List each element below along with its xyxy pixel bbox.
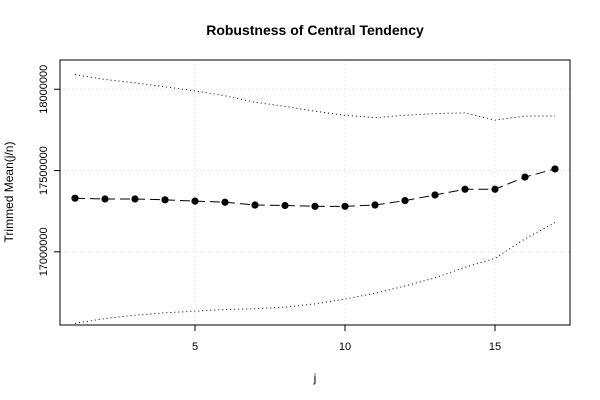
data-point-mean [71, 194, 79, 202]
data-point-mean [221, 198, 229, 206]
chart-title: Robustness of Central Tendency [206, 22, 424, 38]
x-axis: 5 10 15 [192, 325, 501, 353]
x-tick-label: 5 [192, 341, 198, 353]
data-point-mean [491, 185, 499, 193]
data-point-mean [521, 173, 529, 181]
x-tick-label: 15 [489, 341, 501, 353]
x-tick-label: 10 [339, 341, 351, 353]
data-point-mean [401, 197, 409, 205]
x-axis-label: j [313, 371, 317, 385]
data-point-mean [251, 201, 259, 209]
plot-frame [59, 59, 571, 326]
data-point-mean [431, 191, 439, 199]
data-point-mean [371, 201, 379, 209]
series-line-upper [74, 74, 555, 121]
data-point-mean [551, 165, 559, 173]
y-tick-label: 18000000 [38, 65, 50, 114]
series-line-lower [74, 222, 556, 324]
data-point-mean [101, 195, 109, 203]
data-point-mean [191, 197, 199, 205]
y-axis: 17000000 17500000 18000000 [38, 65, 60, 276]
series-layer [71, 74, 559, 324]
data-point-mean [281, 201, 289, 210]
y-tick-label: 17500000 [38, 146, 50, 195]
data-point-mean [341, 202, 349, 210]
y-tick-label: 17000000 [38, 227, 50, 276]
data-point-mean [461, 185, 469, 193]
data-point-mean [131, 195, 139, 203]
data-point-mean [161, 196, 169, 204]
data-point-mean [311, 202, 319, 210]
y-axis-label: Trimmed Mean(j/n) [2, 142, 16, 243]
